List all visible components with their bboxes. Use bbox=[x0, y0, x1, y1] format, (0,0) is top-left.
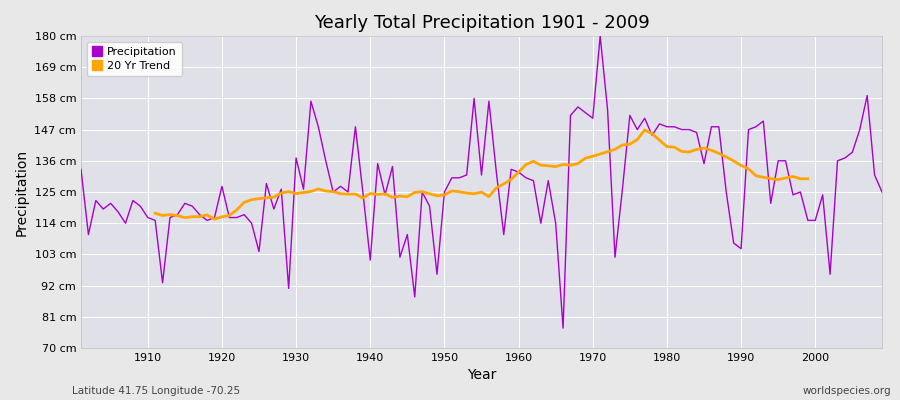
Text: Latitude 41.75 Longitude -70.25: Latitude 41.75 Longitude -70.25 bbox=[72, 386, 240, 396]
Y-axis label: Precipitation: Precipitation bbox=[14, 148, 29, 236]
X-axis label: Year: Year bbox=[467, 368, 496, 382]
Legend: Precipitation, 20 Yr Trend: Precipitation, 20 Yr Trend bbox=[86, 42, 182, 76]
Text: worldspecies.org: worldspecies.org bbox=[803, 386, 891, 396]
Title: Yearly Total Precipitation 1901 - 2009: Yearly Total Precipitation 1901 - 2009 bbox=[313, 14, 650, 32]
